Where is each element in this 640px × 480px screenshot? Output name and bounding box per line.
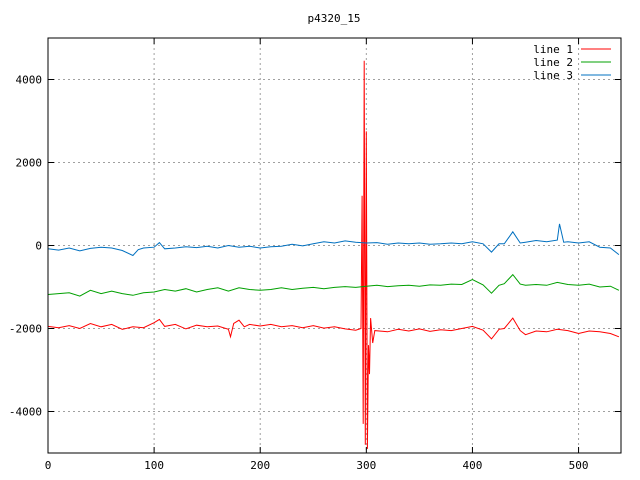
- y-tick-label: 0: [35, 240, 42, 253]
- series-line-3: [47, 223, 620, 257]
- x-tick-label: 400: [463, 459, 483, 472]
- x-tick-label: 200: [250, 459, 270, 472]
- x-tick-label: 300: [356, 459, 376, 472]
- legend-label-line-1: line 1: [533, 43, 573, 56]
- legend-label-line-3: line 3: [533, 69, 573, 82]
- series-layer: [47, 60, 620, 449]
- legend-label-line-2: line 2: [533, 56, 573, 69]
- legend: line 1 line 2 line 3: [533, 43, 611, 82]
- x-tick-label: 500: [569, 459, 589, 472]
- y-tick-label: -2000: [9, 323, 42, 336]
- y-tick-label: -4000: [9, 406, 42, 419]
- x-tick-label: 0: [45, 459, 52, 472]
- series-line-2: [47, 273, 620, 297]
- series-line-1: [47, 60, 620, 449]
- axis-ticks: 0 100 200 300 400 500 -4000 -2000 0 2000 4000: [9, 38, 621, 472]
- y-tick-label: 4000: [16, 74, 43, 87]
- chart-title: p4320_15: [308, 12, 361, 25]
- x-tick-label: 100: [144, 459, 164, 472]
- grid-lines: [48, 38, 621, 453]
- y-tick-label: 2000: [16, 157, 43, 170]
